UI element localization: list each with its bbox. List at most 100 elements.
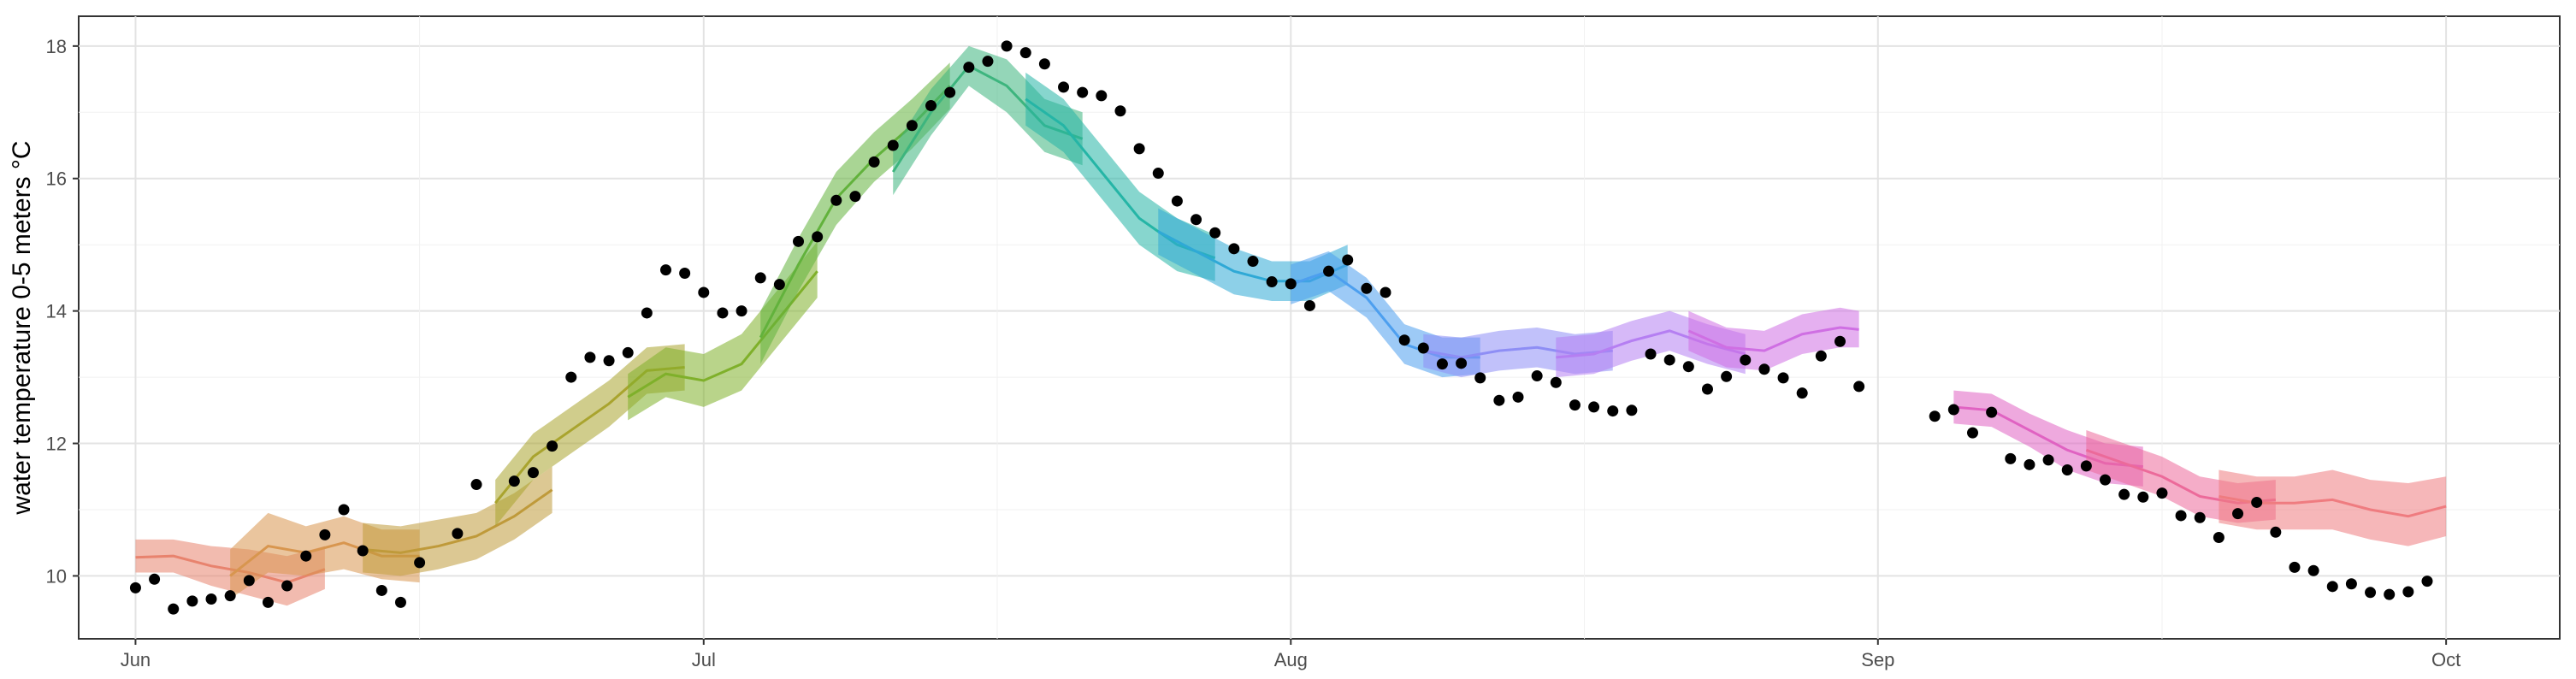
observation-point [2232, 508, 2244, 520]
observation-point [736, 305, 747, 317]
y-tick-label: 12 [46, 434, 67, 455]
observation-point [2213, 532, 2224, 544]
observation-point [1947, 404, 1959, 416]
observation-point [319, 528, 331, 540]
observation-point [565, 371, 577, 383]
observation-point [584, 351, 596, 363]
observation-point [2270, 526, 2282, 538]
observation-point [2421, 576, 2433, 587]
observation-point [1019, 47, 1031, 59]
observation-point [262, 596, 274, 608]
x-tick-label: Sep [1861, 649, 1894, 670]
observation-point [281, 580, 293, 592]
y-tick-label: 14 [46, 301, 67, 322]
observation-point [2307, 564, 2319, 576]
observation-point [1834, 335, 1846, 347]
observation-point [338, 504, 350, 516]
observation-point [793, 235, 805, 247]
observation-point [982, 56, 994, 68]
forecast-mean-line [363, 488, 553, 554]
observation-point [2251, 496, 2263, 508]
observation-point [375, 584, 387, 596]
observation-point [1550, 376, 1562, 388]
observation-point [2194, 511, 2206, 523]
observation-point [1796, 387, 1808, 399]
forecast-band [1688, 307, 1859, 371]
observation-point [2289, 561, 2301, 573]
observation-point [830, 194, 842, 206]
observation-point [1929, 410, 1941, 422]
observation-point [1380, 286, 1391, 298]
observation-point [2156, 487, 2168, 499]
observation-point [1303, 299, 1315, 311]
observation-point [2118, 488, 2130, 500]
observation-point [603, 355, 615, 367]
observation-point [1701, 383, 1713, 395]
observation-point [224, 590, 236, 602]
observation-point [2137, 491, 2149, 503]
observation-point [925, 100, 937, 112]
observation-point [1853, 381, 1865, 393]
observation-point [773, 279, 785, 291]
observation-point [2345, 578, 2357, 590]
observation-point [1247, 256, 1259, 268]
observation-point [1209, 227, 1221, 239]
observation-point [1986, 406, 1998, 418]
observation-point [394, 596, 406, 608]
observation-point [205, 593, 217, 605]
observation-point [1645, 348, 1657, 360]
observation-point [1398, 334, 1410, 346]
observation-point [1967, 427, 1979, 439]
observation-point [1436, 358, 1448, 370]
observation-point [1588, 401, 1600, 413]
observation-point [906, 120, 918, 132]
observation-point [1152, 168, 1164, 180]
observation-point [679, 267, 691, 279]
x-tick-label: Jun [121, 649, 151, 670]
observation-point [868, 156, 880, 168]
observation-point [2005, 452, 2017, 464]
observation-point [1512, 391, 1524, 403]
observation-point [1133, 143, 1145, 155]
observation-point [243, 575, 255, 587]
observation-point [1191, 214, 1202, 226]
observation-point [1285, 278, 1297, 290]
x-tick-label: Oct [2431, 649, 2461, 670]
observation-point [1228, 243, 1240, 255]
observation-point [1077, 86, 1089, 98]
observation-point [1038, 58, 1050, 70]
axes: 10 12 14 16 18 Jun Jul Aug Sep Oct [46, 36, 2461, 670]
observation-point [527, 467, 539, 479]
y-tick-label: 16 [46, 168, 67, 190]
forecast-band [363, 466, 552, 576]
observation-point [186, 595, 198, 607]
observation-point [470, 479, 482, 491]
observation-point [812, 231, 824, 243]
observation-point [887, 139, 899, 151]
grid-lines [79, 16, 2560, 639]
observation-point [641, 307, 653, 319]
observation-point [357, 545, 369, 557]
x-tick-label: Jul [692, 649, 716, 670]
observation-point [1266, 276, 1278, 288]
observation-point [508, 475, 520, 487]
x-tick-label: Aug [1274, 649, 1308, 670]
observation-points [129, 40, 2433, 615]
observation-point [754, 272, 766, 284]
observation-point [963, 62, 975, 74]
observation-point [1815, 350, 1827, 362]
observation-point [414, 557, 426, 569]
observation-point [2024, 458, 2035, 470]
observation-point [1607, 405, 1619, 417]
observation-point [168, 603, 180, 615]
observation-point [659, 264, 671, 276]
y-tick-label: 10 [46, 565, 67, 587]
y-axis-title: water temperature 0-5 meters °C [8, 140, 36, 515]
observation-point [1361, 282, 1373, 294]
observation-point [1417, 342, 1429, 354]
observation-point [1663, 354, 1675, 366]
observation-point [2042, 454, 2054, 466]
observation-point [2384, 588, 2396, 600]
observation-point [1323, 265, 1335, 277]
